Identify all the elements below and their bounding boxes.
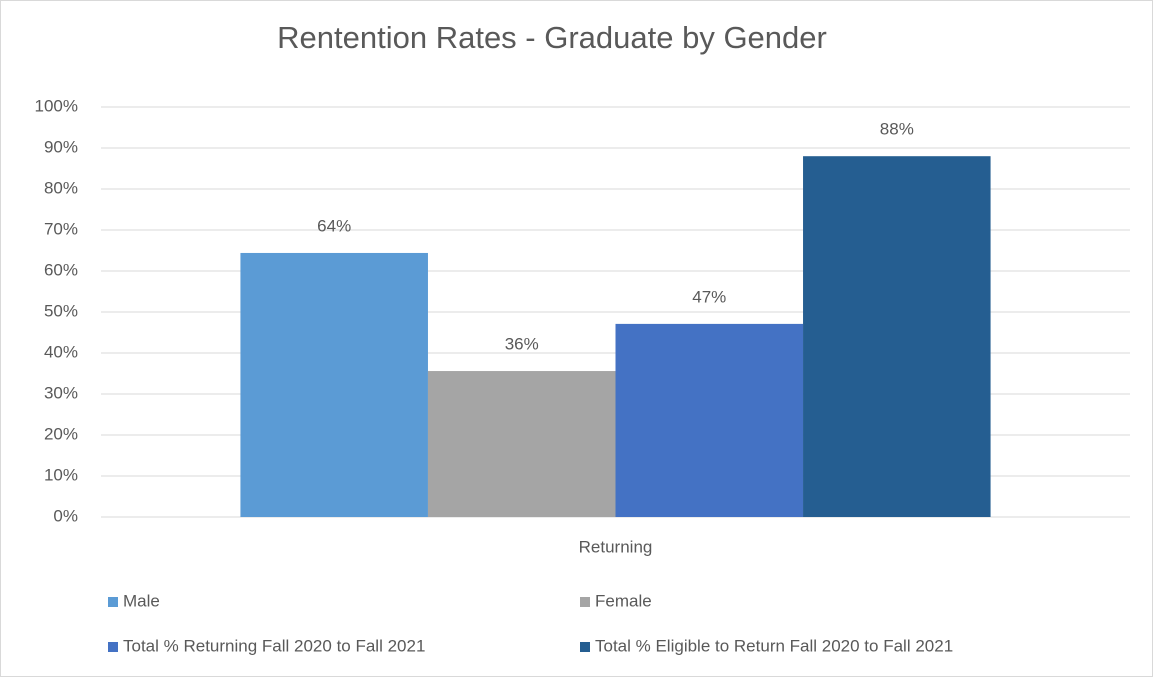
legend-label: Female <box>595 591 652 610</box>
legend-swatch <box>580 597 590 607</box>
y-tick-label: 30% <box>44 383 78 402</box>
bar <box>240 252 428 517</box>
legend-swatch <box>108 597 118 607</box>
y-tick-label: 70% <box>44 219 78 238</box>
legend-label: Total % Eligible to Return Fall 2020 to … <box>595 636 953 655</box>
y-tick-label: 90% <box>44 137 78 156</box>
y-tick-label: 40% <box>44 342 78 361</box>
legend-label: Male <box>123 591 160 610</box>
y-tick-label: 10% <box>44 465 78 484</box>
bar <box>615 323 804 517</box>
data-label: 88% <box>880 120 914 139</box>
legend-swatch <box>108 642 118 652</box>
bar <box>427 371 616 517</box>
y-tick-label: 0% <box>53 506 78 525</box>
data-label: 47% <box>692 287 726 306</box>
legend-label: Total % Returning Fall 2020 to Fall 2021 <box>123 636 425 655</box>
y-tick-label: 80% <box>44 178 78 197</box>
y-tick-label: 60% <box>44 260 78 279</box>
data-label: 36% <box>505 335 539 354</box>
x-tick-label: Returning <box>579 537 653 556</box>
y-tick-label: 50% <box>44 301 78 320</box>
data-label: 64% <box>317 216 351 235</box>
legend-swatch <box>580 642 590 652</box>
y-tick-label: 100% <box>35 96 78 115</box>
bar <box>803 156 991 517</box>
y-tick-label: 20% <box>44 424 78 443</box>
chart-title: Rentention Rates - Graduate by Gender <box>277 20 827 55</box>
